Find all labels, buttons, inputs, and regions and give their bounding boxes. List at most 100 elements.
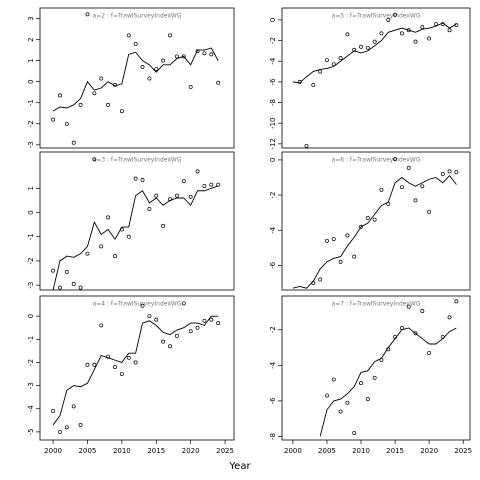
y-tick-label: -3 [27,382,35,389]
observed-point [78,423,83,427]
panel-title: a=4 : f=TrawlSurveyIndexWG [93,301,182,308]
observed-point [195,325,200,330]
observed-point [379,31,384,36]
x-tick-label: 2000 [284,447,302,455]
observed-point [399,31,404,36]
observed-point [106,215,111,220]
y-tick-label: -1 [27,336,35,343]
y-tick-label: 3 [27,16,35,20]
y-tick-label: -4 [269,361,277,369]
observed-point [372,39,377,44]
observed-point [113,254,117,259]
observed-point [209,182,214,187]
observed-point [406,165,411,170]
panel-title: a=5 : f=TrawlSurveyIndexWG [332,13,421,20]
observed-point [318,277,323,282]
observed-point [168,197,172,202]
observed-point [181,179,186,184]
observed-point [427,36,432,41]
observed-point [433,22,438,26]
observed-point [393,12,398,17]
observed-point [331,377,336,382]
observed-point [399,185,404,190]
observed-point [126,234,131,239]
observed-point [140,64,145,69]
panel-title: a=3 : f=TrawlSurveyIndexWG [93,157,182,164]
y-tick-label: -2 [269,192,277,199]
observed-point [365,45,370,50]
observed-point [133,360,138,365]
observed-point [64,121,69,126]
observed-point [51,117,56,122]
observed-point [427,350,432,355]
observed-point [406,304,411,309]
fitted-line [319,327,457,437]
observed-point [174,333,179,338]
observed-point [85,362,90,367]
observed-point [168,33,172,38]
observed-point [161,58,166,63]
panel-frame [281,7,471,149]
observed-point [71,404,76,409]
observed-point [440,22,445,26]
observed-point [64,425,69,430]
panel-title: a=6 : f=TrawlSurveyIndexWG [332,157,421,164]
x-tick-label: 2020 [182,447,200,455]
panel-title: a=7 : f=TrawlSurveyIndexWG [332,301,421,308]
observed-point [413,39,418,44]
observed-point [325,238,329,243]
y-tick-label: 0 [27,79,35,83]
y-tick-label: -2 [269,37,277,44]
observed-point [420,25,425,30]
y-tick-label: -4 [27,405,35,413]
observed-point [345,400,350,405]
y-tick-label: -6 [269,78,277,86]
observed-point [331,62,336,67]
x-tick-label: 2000 [44,447,62,455]
observed-point [365,397,370,402]
fitted-line [52,315,219,426]
observed-point [352,47,357,52]
x-tick-label: 2010 [113,447,131,455]
observed-point [338,409,343,414]
observed-point [454,299,459,304]
observed-point [181,301,186,306]
x-tick-label: 2025 [216,447,234,455]
x-tick-label: 2020 [420,447,438,455]
y-tick-label: -4 [269,226,277,234]
x-tick-label: 2005 [318,447,336,455]
y-tick-label: -6 [269,261,277,269]
observed-point [311,281,316,285]
y-tick-label: -4 [269,57,277,65]
observed-point [318,69,323,74]
observed-point [126,355,131,360]
y-tick-label: -2 [269,326,277,333]
observed-point [202,183,207,188]
observed-point [331,237,336,241]
observed-point [181,54,186,59]
observed-point [209,317,214,322]
observed-point [188,194,193,199]
observed-point [92,362,97,367]
observed-point [85,12,90,17]
y-tick-label: 1 [27,186,35,190]
observed-point [399,326,404,330]
y-tick-label: -12 [269,138,277,149]
fitted-line [52,47,219,112]
y-tick-label: -5 [27,428,35,435]
observed-point [119,227,124,232]
x-tick-label: 2015 [147,447,165,455]
observed-point [216,321,221,326]
observed-point [106,102,111,107]
observed-point [454,170,459,175]
y-tick-label: -2 [27,257,35,264]
observed-point [106,354,111,359]
observed-point [147,314,152,319]
observed-point [58,93,62,98]
x-tick-label: 2010 [352,447,370,455]
fitted-line [52,185,219,290]
fitted-line [292,22,457,84]
y-tick-label: 0 [269,158,277,162]
observed-point [202,318,207,323]
